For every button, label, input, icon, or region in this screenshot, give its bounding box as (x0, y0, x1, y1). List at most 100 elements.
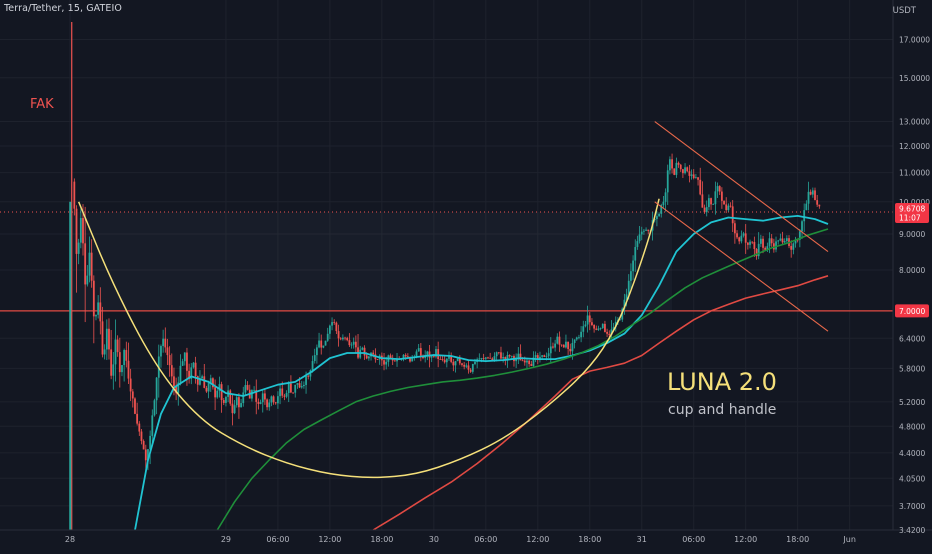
candle-body (634, 246, 637, 261)
x-tick-label: 18:00 (786, 535, 809, 544)
candle (203, 364, 206, 389)
y-tick-label: 17.0000 (899, 35, 930, 44)
candle (768, 232, 771, 254)
x-tick-label: 29 (221, 535, 231, 544)
candle (376, 358, 379, 361)
candle (233, 400, 236, 415)
candle-body (296, 383, 299, 385)
candle (712, 203, 715, 205)
candle-body (75, 208, 78, 254)
range-box (70, 212, 673, 311)
candle-body (402, 354, 405, 359)
candle-body (207, 383, 210, 392)
y-tick-label: 5.8000 (899, 364, 925, 373)
candle-body (417, 348, 420, 352)
candle-body (636, 241, 639, 247)
candle-body (168, 355, 171, 366)
candle-body (727, 205, 730, 211)
candle-body (610, 329, 613, 336)
candle-body (625, 294, 628, 300)
candle-body (121, 365, 123, 373)
current-price-badge (895, 203, 929, 224)
candle-body (151, 415, 154, 436)
candle (478, 353, 481, 360)
ma-mid-line (216, 228, 829, 531)
candle-body (599, 328, 602, 329)
candle-body (669, 159, 671, 171)
candle-body (337, 331, 340, 339)
candle (352, 337, 355, 349)
candle-body (677, 162, 680, 165)
candle-body (160, 346, 162, 357)
candle (441, 355, 444, 362)
candle-body (779, 238, 782, 241)
candle (162, 329, 165, 353)
candle (318, 332, 320, 349)
candle-body (298, 383, 301, 388)
candle-body (567, 341, 570, 349)
candle (220, 381, 223, 413)
candle (697, 177, 699, 186)
candle (170, 353, 173, 384)
candle-body (720, 191, 723, 201)
candle (235, 394, 238, 408)
candle-body (322, 345, 325, 348)
candle-body (686, 167, 689, 172)
candle (623, 293, 626, 315)
candle (673, 168, 676, 176)
x-tick-label: 06:00 (682, 535, 705, 544)
candle-body (562, 344, 565, 348)
candle (636, 235, 639, 250)
candle (647, 229, 650, 235)
candle-body (653, 219, 656, 221)
candle-body (281, 388, 284, 396)
candle-body (101, 321, 104, 355)
candle-body (545, 356, 548, 358)
candle (781, 231, 784, 245)
candle (562, 344, 565, 348)
candle (630, 263, 632, 291)
candle-body (801, 221, 803, 232)
candle-body (627, 280, 630, 295)
candle (744, 224, 747, 254)
candle (814, 187, 816, 201)
candle (251, 389, 253, 402)
candle-body (244, 385, 247, 393)
candle (194, 356, 197, 384)
candle-body (528, 360, 531, 365)
candle (692, 169, 695, 180)
candle-body (177, 382, 180, 394)
candle-body (229, 390, 232, 404)
candle-body (307, 375, 310, 377)
candle (335, 321, 338, 335)
candle (757, 232, 760, 260)
candle-body (445, 358, 448, 363)
candle (699, 167, 702, 196)
candle (450, 352, 453, 364)
candle-body (692, 174, 695, 179)
candle-body (270, 396, 273, 403)
candle (543, 354, 546, 358)
candle (311, 355, 314, 373)
candle-body (277, 396, 279, 404)
candle-body (225, 396, 227, 403)
candle-body (647, 229, 650, 232)
candle (259, 399, 262, 405)
candle (552, 342, 554, 349)
candle-body (131, 391, 134, 399)
candle-body (770, 238, 773, 244)
candle-body (361, 347, 364, 350)
candle-body (205, 387, 208, 392)
candle-body (597, 328, 600, 330)
candle-body (792, 243, 795, 250)
candle (192, 362, 195, 369)
candle (567, 341, 570, 355)
candle-body (162, 338, 165, 347)
candle-body (690, 174, 693, 176)
candle (530, 360, 533, 367)
candle-body (532, 357, 535, 366)
candle (112, 352, 115, 390)
candle-body (560, 344, 563, 346)
